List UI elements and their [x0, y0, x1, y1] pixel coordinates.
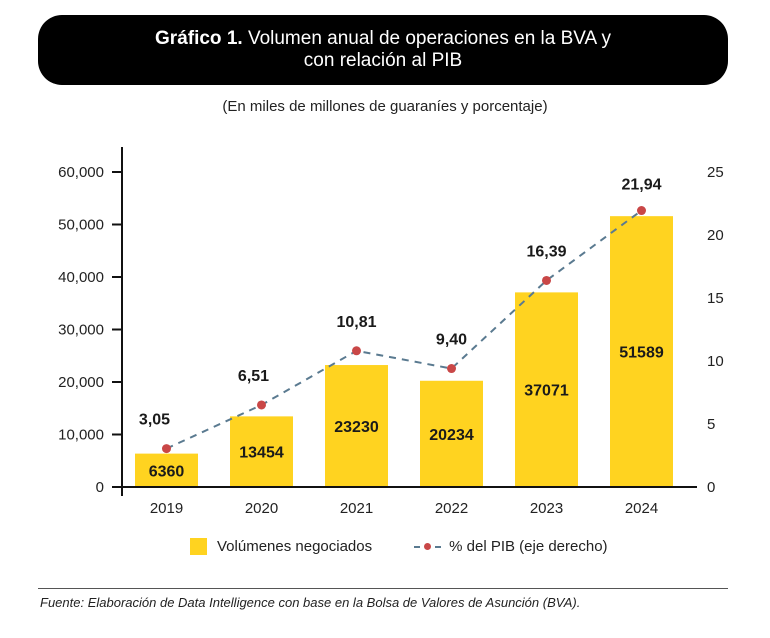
- footer-divider: [38, 588, 728, 589]
- bar-2023: [515, 292, 578, 487]
- pib-point-2023: [542, 275, 551, 285]
- legend-item-line: % del PIB (eje derecho): [414, 538, 608, 555]
- bar-2024: [610, 216, 673, 487]
- pib-value-label: 9,40: [436, 332, 467, 349]
- legend-bar-swatch: [190, 538, 207, 555]
- left-tick-label: 0: [96, 479, 104, 496]
- chart-title-bold: Gráfico 1.: [155, 28, 243, 49]
- legend: Volúmenes negociados % del PIB (eje dere…: [190, 538, 608, 555]
- x-tick-label: 2020: [245, 500, 278, 517]
- right-tick-label: 25: [707, 164, 724, 181]
- left-tick-label: 50,000: [58, 217, 104, 234]
- right-tick-label: 20: [707, 227, 724, 244]
- bar-2019: [135, 453, 198, 487]
- bar-value-label: 23230: [334, 419, 379, 436]
- right-tick-label: 5: [707, 416, 715, 433]
- chart-title-line1: Gráfico 1. Volumen anual de operaciones …: [38, 28, 728, 50]
- legend-item-bars: Volúmenes negociados: [190, 538, 372, 555]
- bar-value-label: 51589: [619, 345, 664, 362]
- bar-value-label: 37071: [524, 383, 569, 400]
- pib-point-2019: [162, 444, 171, 454]
- bar-2021: [325, 365, 388, 487]
- bar-2022: [420, 380, 483, 487]
- bar-2020: [230, 416, 293, 487]
- left-tick-label: 40,000: [58, 269, 104, 286]
- legend-line-label: % del PIB (eje derecho): [449, 538, 608, 555]
- right-tick-label: 0: [707, 479, 715, 496]
- pib-point-2021: [352, 346, 361, 356]
- pib-point-2022: [447, 364, 456, 374]
- left-tick-label: 10,000: [58, 427, 104, 444]
- pib-value-label: 16,39: [526, 243, 566, 260]
- left-tick-label: 60,000: [58, 164, 104, 181]
- pib-line: [166, 209, 643, 450]
- x-tick-label: 2024: [625, 500, 658, 517]
- x-tick-label: 2021: [340, 500, 373, 517]
- bar-value-label: 20234: [429, 427, 474, 444]
- left-tick-label: 20,000: [58, 374, 104, 391]
- x-tick-label: 2022: [435, 500, 468, 517]
- chart-title-line2: con relación al PIB: [303, 50, 463, 71]
- legend-line-symbol: [414, 543, 442, 550]
- pib-point-2020: [257, 400, 266, 410]
- right-tick-label: 15: [707, 290, 724, 307]
- chart-subtitle: (En miles de millones de guaraníes y por…: [222, 98, 548, 115]
- bar-value-label: 6360: [149, 463, 185, 480]
- pib-value-label: 3,05: [139, 412, 170, 429]
- pib-value-label: 21,94: [621, 177, 661, 194]
- x-tick-label: 2019: [150, 500, 183, 517]
- pib-value-label: 10,81: [336, 314, 376, 331]
- pib-point-2024: [637, 206, 646, 216]
- left-tick-label: 30,000: [58, 322, 104, 339]
- source-note: Fuente: Elaboración de Data Intelligence…: [40, 595, 581, 610]
- x-tick-label: 2023: [530, 500, 563, 517]
- pib-value-label: 6,51: [238, 368, 269, 385]
- right-tick-label: 10: [707, 353, 724, 370]
- bar-value-label: 13454: [239, 445, 284, 462]
- chart-title-rest: Volumen anual de operaciones en la BVA y: [242, 28, 611, 49]
- chart-title-banner: Gráfico 1. Volumen anual de operaciones …: [38, 15, 728, 85]
- legend-bars-label: Volúmenes negociados: [217, 538, 373, 555]
